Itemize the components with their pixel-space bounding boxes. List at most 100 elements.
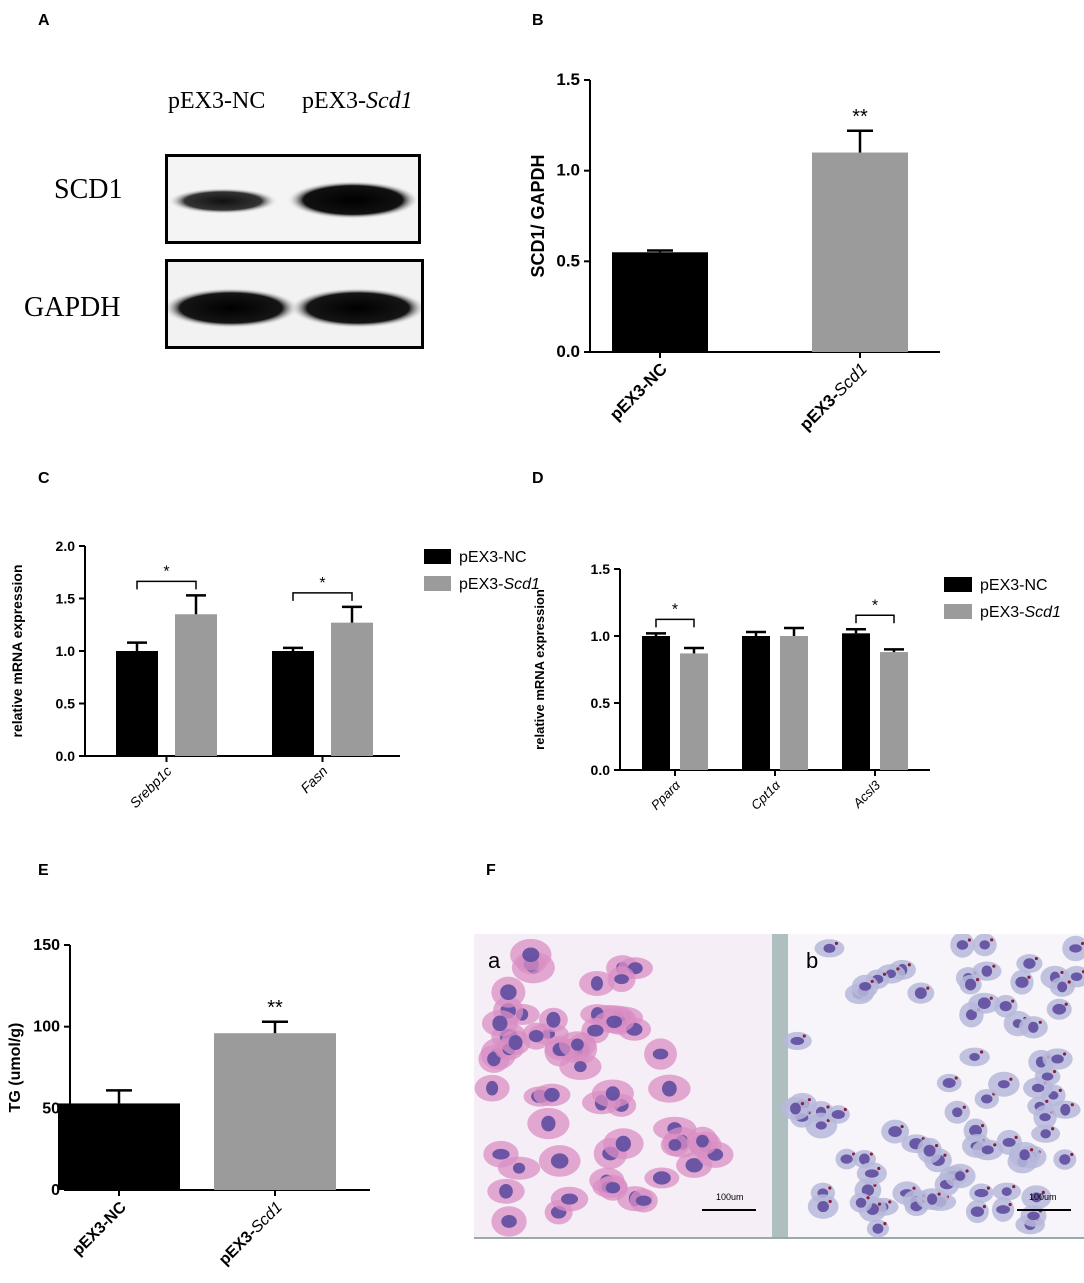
micrograph-a-nucleus <box>541 1115 556 1132</box>
micrograph-b-lipid-droplet <box>967 938 972 942</box>
micrograph-a-nucleus <box>587 1024 604 1037</box>
micrograph-b-nucleus <box>790 1036 805 1046</box>
micrograph-b-nucleus <box>969 1052 980 1061</box>
chart-d-bar <box>842 633 870 770</box>
micrograph-a-nucleus <box>546 1011 561 1028</box>
micrograph-b-lipid-droplet <box>882 972 887 976</box>
band-gapdh-nc <box>168 288 299 328</box>
micrograph-b-lipid-droplet <box>877 1166 881 1171</box>
chart-e-ytick-label: 100 <box>33 1019 60 1036</box>
chart-c-significance: * <box>319 575 325 592</box>
micrograph-a-nucleus <box>606 1015 623 1029</box>
micrograph-b-nucleus <box>1051 1054 1064 1064</box>
micrograph-b-nucleus <box>965 978 977 991</box>
chart-c-ytick-label: 1.5 <box>56 591 76 607</box>
micrograph-images <box>474 932 1084 1238</box>
micrograph-b-lipid-droplet <box>1012 1184 1016 1189</box>
micrograph-b-lipid-droplet <box>1070 1103 1074 1107</box>
panel-label-c: C <box>38 470 50 487</box>
chart-d-significance-bracket <box>655 618 695 628</box>
micrograph-a-nucleus <box>635 1195 652 1206</box>
micrograph-b-nucleus <box>977 997 991 1010</box>
micrograph-b-lipid-droplet <box>802 1034 806 1038</box>
wb-column-scd1-gene: Scd1 <box>365 88 413 114</box>
wb-column-scd1-prefix: pEX3- <box>302 88 366 114</box>
micrograph-b-lipid-droplet <box>1067 980 1071 984</box>
micrograph-b-lipid-droplet <box>990 938 994 942</box>
micrograph-a-nucleus <box>668 1138 682 1151</box>
micrograph-a-nucleus <box>696 1134 709 1148</box>
panel-label-b: B <box>532 12 544 29</box>
chart-d-significance: * <box>872 597 878 614</box>
chart-b-category-label: pEX3-Scd1 <box>796 359 871 434</box>
micrograph-b-nucleus <box>996 1205 1011 1214</box>
chart-c-category-label: Srebp1c <box>126 763 174 811</box>
micrograph-b-lipid-droplet <box>1045 1099 1049 1103</box>
micrograph-b-nucleus <box>823 943 836 953</box>
micrograph-b-nucleus <box>840 1154 853 1164</box>
micrograph-b-nucleus <box>1057 981 1068 993</box>
micrograph-a-nucleus <box>661 1080 677 1097</box>
micrograph-b-lipid-droplet <box>826 1105 830 1109</box>
scale-bar-a <box>702 1209 756 1211</box>
micrograph-b-lipid-droplet <box>1014 1135 1018 1139</box>
micrograph-a-nucleus <box>574 1061 587 1073</box>
chart-b-ytick-label: 0.5 <box>556 251 580 270</box>
micrograph-b-lipid-droplet <box>975 978 980 982</box>
micrograph-b-lipid-droplet <box>1038 1020 1042 1024</box>
micrograph-b-lipid-droplet <box>962 1105 966 1109</box>
micrograph-b-lipid-droplet <box>1052 1069 1057 1074</box>
micrograph-b-lipid-droplet <box>1011 999 1015 1003</box>
chart-c-legend-label: pEX3-NC <box>459 549 527 566</box>
panel-label-a: A <box>38 12 50 29</box>
micrograph-b-lipid-droplet <box>912 1186 916 1190</box>
micrograph-b-lipid-droplet <box>843 1107 847 1112</box>
chart-d-bar <box>780 636 808 770</box>
micrograph-b-nucleus <box>1023 958 1036 969</box>
chart-d: 0.0 0.5 1.0 1.5 relative mRNA expression * Ppa… <box>532 561 1061 813</box>
chart-d-bar <box>642 636 670 770</box>
chart-d-ylabel: relative mRNA expression <box>532 589 547 750</box>
micrograph-b-lipid-droplet <box>1009 1077 1013 1081</box>
chart-c-ytick-label: 1.0 <box>56 643 76 659</box>
micrograph-a-nucleus <box>486 1080 499 1096</box>
blot-scd1-bands <box>168 181 418 219</box>
micrograph-b-lipid-droplet <box>869 1152 873 1156</box>
chart-b-ylabel: SCD1/ GAPDH <box>528 154 548 277</box>
micrograph-b-lipid-droplet <box>807 1098 811 1102</box>
micrograph-b-nucleus <box>981 1145 994 1155</box>
micrograph-b-lipid-droplet <box>828 1186 832 1190</box>
micrograph-b-nucleus <box>981 965 993 977</box>
chart-c-significance-bracket <box>136 580 197 590</box>
chart-d-category-label: Acsl3 <box>849 777 883 811</box>
micrograph-a-nucleus <box>590 976 603 991</box>
micrograph-b-nucleus <box>954 1171 966 1181</box>
micrograph-b-nucleus <box>1015 976 1029 988</box>
chart-d-bar <box>680 653 708 770</box>
chart-d-legend-swatch <box>944 577 972 592</box>
chart-d-legend-label: pEX3-NC <box>980 577 1048 594</box>
micrograph-b-nucleus <box>1001 1187 1012 1196</box>
micrograph-b-nucleus <box>888 1126 902 1138</box>
micrograph-a-nucleus <box>652 1048 669 1060</box>
chart-d-ytick-label: 0.0 <box>591 762 611 778</box>
micrograph-b-nucleus <box>970 1206 985 1217</box>
micrograph-b-lipid-droplet <box>989 996 993 1000</box>
micrograph-b-lipid-droplet <box>1008 1202 1012 1207</box>
chart-e-ytick-label: 50 <box>42 1100 60 1117</box>
micrograph-b-nucleus <box>855 1197 867 1208</box>
micrograph-label-a: a <box>488 948 501 973</box>
micrograph-b-lipid-droplet <box>877 1202 882 1206</box>
micrograph-b-lipid-droplet <box>1081 970 1084 974</box>
micrograph-b-lipid-droplet <box>943 1153 947 1157</box>
micrograph-baseline <box>474 1237 1084 1239</box>
blot-gapdh <box>165 259 424 349</box>
micrograph-b-nucleus <box>1002 1137 1016 1147</box>
chart-e-ytick-label: 0 <box>51 1182 60 1199</box>
micrograph-a-nucleus <box>528 1029 544 1043</box>
panel-label-d: D <box>532 470 544 487</box>
micrograph-b-lipid-droplet <box>926 986 930 990</box>
micrograph-a-nucleus <box>605 1182 621 1194</box>
scale-bar-label-a: 100um <box>716 1192 744 1202</box>
micrograph-b-nucleus <box>1040 1129 1051 1139</box>
